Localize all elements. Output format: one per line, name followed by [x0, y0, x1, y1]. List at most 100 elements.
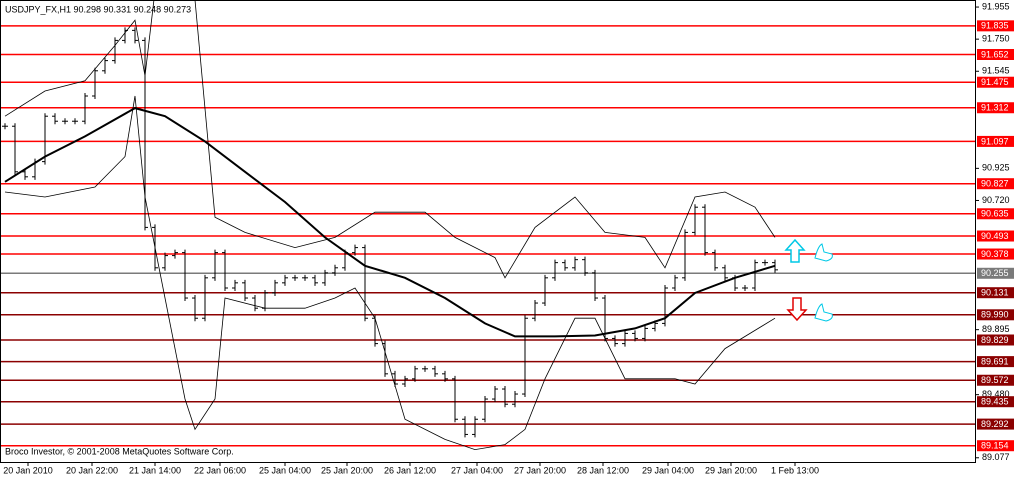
- level-label: 90.131: [981, 288, 1009, 298]
- level-label: 91.835: [981, 21, 1009, 31]
- level-label-box: [977, 267, 1014, 279]
- down-arrow: [786, 297, 808, 322]
- price-bar: [452, 375, 458, 423]
- level-label-box: [977, 135, 1014, 147]
- level-label-box: [977, 76, 1014, 88]
- level-label-box: [977, 356, 1014, 368]
- price-bar: [682, 229, 688, 281]
- price-bar: [462, 416, 468, 438]
- price-bar: [182, 249, 188, 302]
- price-bar: [412, 365, 418, 382]
- price-bar: [752, 259, 758, 292]
- level-label: 89.829: [981, 335, 1009, 345]
- price-bar: [442, 370, 448, 382]
- price-bar: [472, 416, 478, 438]
- price-bar: [692, 204, 698, 236]
- price-bar: [162, 252, 168, 271]
- price-bar: [512, 391, 518, 408]
- level-label-box: [977, 334, 1014, 346]
- price-bar: [642, 325, 648, 342]
- price-bar: [302, 274, 308, 281]
- level-label-box: [977, 49, 1014, 61]
- y-tick-label: 91.955: [982, 1, 1010, 11]
- price-bar: [612, 335, 618, 347]
- price-bar: [572, 256, 578, 271]
- x-tick-label: 29 Jan 04:00: [642, 465, 694, 475]
- price-bar: [622, 330, 628, 347]
- band-line: [4, 95, 776, 451]
- price-bar: [2, 123, 8, 130]
- level-label: 91.312: [981, 103, 1009, 113]
- level-label: 91.652: [981, 49, 1009, 59]
- price-bar: [352, 244, 358, 256]
- hand-icon: [814, 243, 833, 262]
- price-bar: [112, 37, 118, 64]
- price-bar: [82, 93, 88, 125]
- x-tick-label: 20 Jan 2010: [3, 465, 53, 475]
- price-bar: [582, 256, 588, 276]
- price-bar: [552, 259, 558, 281]
- price-bar: [432, 365, 438, 377]
- level-label-box: [977, 20, 1014, 32]
- x-tick-label: 20 Jan 22:00: [66, 465, 118, 475]
- price-bar: [282, 274, 288, 286]
- price-bar: [192, 295, 198, 322]
- price-bar: [372, 315, 378, 347]
- chart-title: USDJPY_FX,H1 90.298 90.331 90.248 90.273: [5, 4, 191, 14]
- y-tick-label: 91.545: [982, 66, 1010, 76]
- y-tick-label: 89.077: [982, 452, 1010, 462]
- plot: [2, 0, 778, 451]
- level-label-box: [977, 287, 1014, 299]
- price-bar: [632, 330, 638, 342]
- level-label: 90.827: [981, 179, 1009, 189]
- y-tick-label: 90.720: [982, 195, 1010, 205]
- price-bar: [222, 249, 228, 292]
- price-bar: [312, 274, 318, 286]
- level-label-box: [977, 230, 1014, 242]
- x-tick-label: 27 Jan 04:00: [451, 465, 503, 475]
- price-bar: [62, 118, 68, 125]
- price-bar: [202, 274, 208, 322]
- price-bar: [172, 249, 178, 259]
- level-label-box: [977, 374, 1014, 386]
- price-bar: [672, 274, 678, 292]
- annotation: Broco Investor, © 2001-2008 MetaQuotes S…: [5, 446, 234, 456]
- y-tick-label: 91.750: [982, 34, 1010, 44]
- price-bar: [592, 269, 598, 302]
- plot-frame: [0, 0, 976, 463]
- x-tick-label: 22 Jan 06:00: [194, 465, 246, 475]
- price-bar: [72, 118, 78, 125]
- price-bar: [322, 269, 328, 286]
- price-bar: [542, 274, 548, 307]
- y-tick-label: 89.480: [982, 389, 1010, 399]
- signal-icons: [784, 238, 833, 322]
- level-label-box: [977, 396, 1014, 408]
- level-label: 91.097: [981, 136, 1009, 146]
- level-label: 90.255: [981, 268, 1009, 278]
- price-bar: [92, 67, 98, 100]
- hand-icon: [814, 303, 833, 322]
- level-label: 90.493: [981, 231, 1009, 241]
- price-bar: [562, 259, 568, 271]
- price-bar: [132, 27, 138, 44]
- x-tick-label: 25 Jan 04:00: [259, 465, 311, 475]
- price-bar: [102, 57, 108, 74]
- level-label: 90.378: [981, 249, 1009, 259]
- level-label: 91.475: [981, 77, 1009, 87]
- level-label: 90.635: [981, 209, 1009, 219]
- price-bar: [12, 123, 18, 175]
- up-arrow: [784, 238, 806, 263]
- level-label-box: [977, 208, 1014, 220]
- price-bar: [702, 204, 708, 256]
- price-bar: [722, 264, 728, 281]
- price-bar: [712, 249, 718, 271]
- level-label-box: [977, 418, 1014, 430]
- price-bar: [402, 375, 408, 388]
- level-label: 89.154: [981, 441, 1009, 451]
- x-tick-label: 28 Jan 12:00: [577, 465, 629, 475]
- x-tick-label: 26 Jan 12:00: [384, 465, 436, 475]
- price-bar: [742, 285, 748, 292]
- level-label: 89.435: [981, 397, 1009, 407]
- price-bar: [292, 274, 298, 281]
- price-bar: [252, 295, 258, 312]
